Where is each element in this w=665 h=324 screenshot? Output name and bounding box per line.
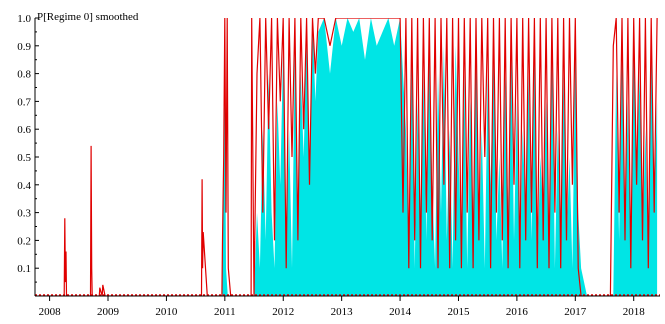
y-axis-ticks: 0.1 0.2 0.3 0.4 0.5 0.6 0.7 0.8 0.9 1.0 bbox=[17, 13, 39, 283]
x-tick-label: 2016 bbox=[506, 306, 529, 318]
y-tick-label: 0.5 bbox=[17, 152, 31, 164]
x-tick-label: 2014 bbox=[389, 306, 412, 318]
x-tick-label: 2009 bbox=[97, 306, 120, 318]
y-tick-label: 0.8 bbox=[17, 69, 31, 81]
x-tick-label: 2017 bbox=[564, 306, 587, 318]
x-tick-label: 2018 bbox=[623, 306, 646, 318]
chart-title: P[Regime 0] smoothed bbox=[37, 11, 139, 23]
x-tick-label: 2010 bbox=[155, 306, 178, 318]
y-tick-label: 0.3 bbox=[17, 208, 31, 220]
y-tick-label: 1.0 bbox=[17, 13, 31, 25]
y-tick-label: 0.2 bbox=[17, 235, 31, 247]
y-tick-label: 0.4 bbox=[17, 180, 31, 192]
y-tick-label: 0.7 bbox=[17, 96, 31, 108]
x-tick-label: 2013 bbox=[331, 306, 354, 318]
x-tick-label: 2012 bbox=[272, 306, 294, 318]
x-tick-label: 2011 bbox=[214, 306, 236, 318]
x-axis-ticks: 2008 2009 2010 2011 2012 2013 2014 2015 2016 2017… bbox=[39, 296, 646, 318]
y-tick-label: 0.1 bbox=[17, 263, 31, 275]
series-1-line bbox=[37, 18, 658, 296]
y-tick-label: 0.9 bbox=[17, 41, 31, 53]
x-tick-label: 2008 bbox=[39, 306, 62, 318]
plot-area bbox=[35, 18, 660, 296]
x-tick-label: 2015 bbox=[447, 306, 470, 318]
series-0-filled-area bbox=[37, 18, 658, 296]
y-tick-label: 0.6 bbox=[17, 124, 31, 136]
